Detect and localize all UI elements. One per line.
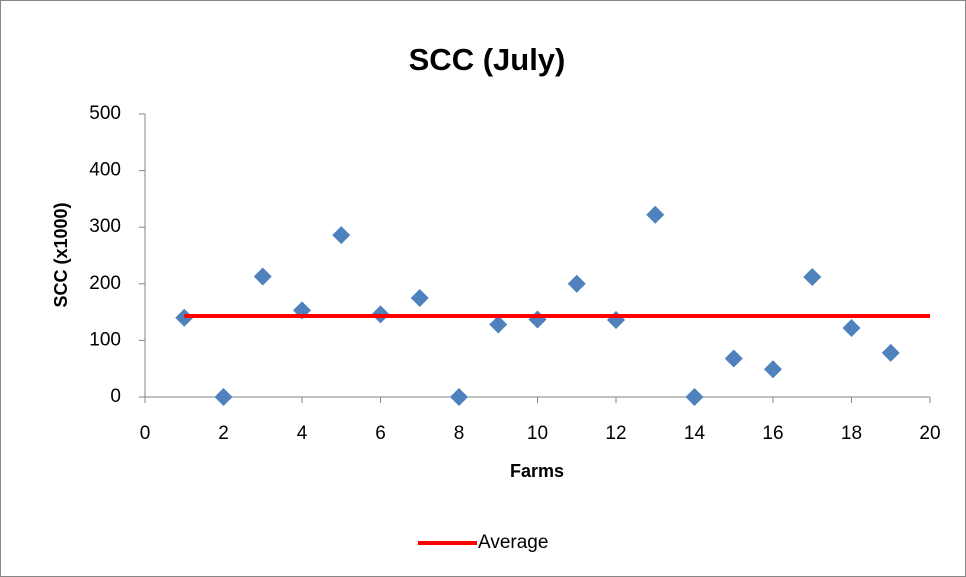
y-tick-label: 0 — [110, 386, 121, 407]
x-tick-label: 6 — [375, 423, 386, 444]
x-tick-label: 12 — [605, 423, 626, 444]
data-point — [410, 288, 429, 307]
x-tick-label: 0 — [140, 423, 151, 444]
data-point — [842, 318, 861, 337]
y-axis-label: SCC (x1000) — [51, 202, 71, 307]
y-tick-label: 100 — [89, 329, 121, 350]
data-point — [253, 267, 272, 286]
data-point — [646, 205, 665, 224]
x-tick-label: 20 — [919, 423, 940, 444]
chart-title: SCC (July) — [409, 42, 566, 77]
x-tick-label: 8 — [454, 423, 465, 444]
x-tick-label: 16 — [762, 423, 783, 444]
data-point — [332, 226, 351, 245]
data-point — [685, 388, 704, 406]
y-tick-label: 300 — [89, 216, 121, 237]
data-point — [764, 360, 782, 379]
x-axis-label: Farms — [510, 461, 564, 481]
x-tick-label: 18 — [841, 423, 862, 444]
data-point — [450, 388, 468, 406]
data-point — [214, 388, 233, 406]
y-tick-label: 200 — [89, 273, 121, 294]
x-tick-label: 14 — [684, 423, 706, 444]
data-point — [724, 349, 743, 368]
data-point — [489, 315, 508, 334]
data-point — [881, 343, 900, 362]
x-tick-label: 4 — [297, 423, 308, 444]
y-tick-label: 400 — [89, 160, 121, 181]
x-tick-label: 10 — [527, 423, 548, 444]
data-point — [567, 274, 586, 293]
x-tick-label: 2 — [218, 423, 229, 444]
data-point — [803, 268, 822, 287]
legend-label: Average — [478, 532, 548, 553]
y-tick-label: 500 — [89, 103, 121, 124]
